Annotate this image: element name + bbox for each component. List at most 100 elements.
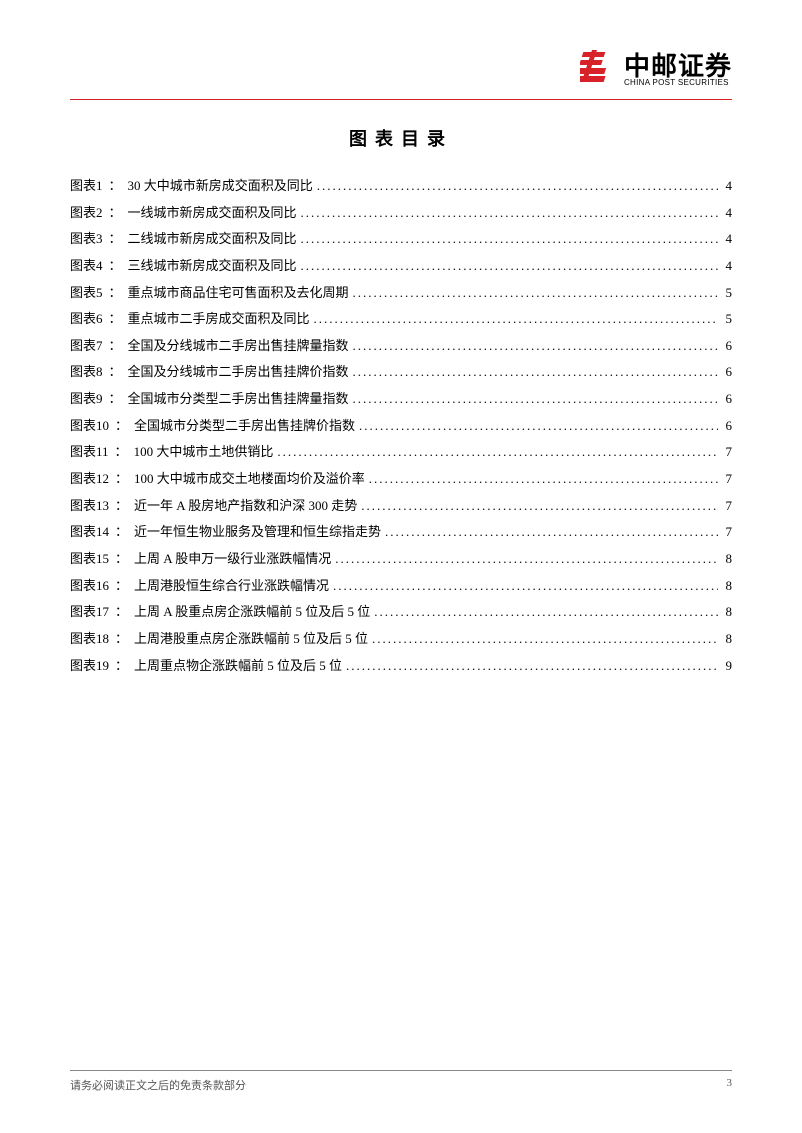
footer-page-number: 3 (727, 1077, 733, 1093)
toc-leader-dots (370, 599, 718, 626)
toc-leader-dots (273, 439, 718, 466)
toc-item-page: 6 (718, 413, 732, 440)
toc-item-title: 上周 A 股申万一级行业涨跌幅情况 (134, 546, 331, 573)
toc-item-title: 上周重点物企涨跌幅前 5 位及后 5 位 (134, 653, 342, 680)
toc-colon: ： (115, 493, 134, 520)
footer: 请务必阅读正文之后的免责条款部分 3 (70, 1070, 732, 1093)
toc-colon: ： (115, 466, 134, 493)
toc-item-page: 6 (718, 333, 732, 360)
toc-row: 图表 10：全国城市分类型二手房出售挂牌价指数6 (70, 413, 732, 440)
toc-row: 图表 5：重点城市商品住宅可售面积及去化周期5 (70, 280, 732, 307)
toc-row: 图表 19：上周重点物企涨跌幅前 5 位及后 5 位9 (70, 653, 732, 680)
toc-label-prefix: 图表 (70, 599, 96, 626)
toc-item-page: 7 (718, 466, 732, 493)
brand-logo-icon (580, 50, 618, 89)
toc-colon: ： (115, 439, 134, 466)
toc-item-page: 6 (718, 386, 732, 413)
header: 中邮证券 CHINA POST SECURITIES (70, 50, 732, 89)
toc-item-title: 全国城市分类型二手房出售挂牌量指数 (128, 386, 349, 413)
toc-colon: ： (115, 573, 134, 600)
toc-item-title: 全国及分线城市二手房出售挂牌价指数 (128, 359, 349, 386)
toc-colon: ： (109, 333, 128, 360)
brand-text-block: 中邮证券 CHINA POST SECURITIES (624, 53, 732, 87)
toc-label-prefix: 图表 (70, 519, 96, 546)
footer-divider (70, 1070, 732, 1071)
toc-item-number: 14 (96, 519, 115, 546)
toc-row: 图表 17：上周 A 股重点房企涨跌幅前 5 位及后 5 位8 (70, 599, 732, 626)
toc-item-page: 5 (718, 306, 732, 333)
toc-colon: ： (109, 200, 128, 227)
toc-label-prefix: 图表 (70, 333, 96, 360)
table-of-contents: 图表 1：30 大中城市新房成交面积及同比4图表 2：一线城市新房成交面积及同比… (70, 173, 732, 679)
toc-item-title: 100 大中城市土地供销比 (134, 439, 274, 466)
toc-row: 图表 7：全国及分线城市二手房出售挂牌量指数 6 (70, 333, 732, 360)
toc-colon: ： (115, 653, 134, 680)
toc-row: 图表 15：上周 A 股申万一级行业涨跌幅情况8 (70, 546, 732, 573)
toc-item-title: 重点城市商品住宅可售面积及去化周期 (128, 280, 349, 307)
toc-row: 图表 11：100 大中城市土地供销比7 (70, 439, 732, 466)
toc-item-number: 19 (96, 653, 115, 680)
toc-label-prefix: 图表 (70, 493, 96, 520)
toc-item-title: 近一年 A 股房地产指数和沪深 300 走势 (134, 493, 357, 520)
toc-item-title: 一线城市新房成交面积及同比 (128, 200, 297, 227)
toc-row: 图表 2：一线城市新房成交面积及同比4 (70, 200, 732, 227)
toc-colon: ： (109, 173, 128, 200)
brand-name-cn: 中邮证券 (624, 53, 732, 79)
toc-leader-dots (349, 386, 718, 413)
toc-item-number: 5 (96, 280, 109, 307)
toc-row: 图表 18：上周港股重点房企涨跌幅前 5 位及后 5 位8 (70, 626, 732, 653)
toc-colon: ： (109, 386, 128, 413)
toc-leader-dots (297, 200, 718, 227)
toc-row: 图表 4：三线城市新房成交面积及同比4 (70, 253, 732, 280)
toc-colon: ： (115, 519, 134, 546)
toc-leader-dots (381, 519, 718, 546)
toc-item-title: 100 大中城市成交土地楼面均价及溢价率 (134, 466, 365, 493)
toc-label-prefix: 图表 (70, 653, 96, 680)
toc-item-title: 三线城市新房成交面积及同比 (128, 253, 297, 280)
toc-label-prefix: 图表 (70, 306, 96, 333)
toc-label-prefix: 图表 (70, 386, 96, 413)
toc-leader-dots (331, 546, 718, 573)
toc-leader-dots (349, 359, 718, 386)
toc-item-page: 8 (718, 599, 732, 626)
toc-leader-dots (329, 573, 718, 600)
toc-row: 图表 13：近一年 A 股房地产指数和沪深 300 走势7 (70, 493, 732, 520)
toc-leader-dots (313, 173, 718, 200)
toc-leader-dots (355, 413, 718, 440)
toc-item-title: 近一年恒生物业服务及管理和恒生综指走势 (134, 519, 381, 546)
header-divider (70, 99, 732, 100)
toc-item-number: 18 (96, 626, 115, 653)
toc-item-number: 4 (96, 253, 109, 280)
toc-colon: ： (109, 226, 128, 253)
toc-item-number: 7 (96, 333, 109, 360)
toc-item-page: 4 (718, 226, 732, 253)
toc-colon: ： (109, 306, 128, 333)
toc-item-title: 全国及分线城市二手房出售挂牌量指数 (128, 333, 349, 360)
toc-item-number: 16 (96, 573, 115, 600)
toc-item-page: 4 (718, 200, 732, 227)
toc-item-title: 30 大中城市新房成交面积及同比 (128, 173, 313, 200)
toc-row: 图表 1：30 大中城市新房成交面积及同比4 (70, 173, 732, 200)
toc-colon: ： (109, 253, 128, 280)
toc-label-prefix: 图表 (70, 546, 96, 573)
toc-item-page: 6 (718, 359, 732, 386)
brand-name-en: CHINA POST SECURITIES (624, 79, 732, 87)
toc-row: 图表 12：100 大中城市成交土地楼面均价及溢价率7 (70, 466, 732, 493)
toc-colon: ： (115, 599, 134, 626)
toc-item-page: 8 (718, 573, 732, 600)
toc-colon: ： (109, 280, 128, 307)
toc-item-number: 12 (96, 466, 115, 493)
toc-item-number: 17 (96, 599, 115, 626)
toc-item-title: 全国城市分类型二手房出售挂牌价指数 (134, 413, 355, 440)
toc-row: 图表 3：二线城市新房成交面积及同比4 (70, 226, 732, 253)
toc-item-number: 1 (96, 173, 109, 200)
toc-colon: ： (109, 359, 128, 386)
toc-label-prefix: 图表 (70, 626, 96, 653)
toc-item-number: 2 (96, 200, 109, 227)
toc-item-title: 上周港股恒生综合行业涨跌幅情况 (134, 573, 329, 600)
toc-leader-dots (357, 493, 718, 520)
toc-row: 图表 8：全国及分线城市二手房出售挂牌价指数6 (70, 359, 732, 386)
toc-leader-dots (297, 253, 718, 280)
toc-item-title: 上周港股重点房企涨跌幅前 5 位及后 5 位 (134, 626, 368, 653)
toc-leader-dots (342, 653, 718, 680)
